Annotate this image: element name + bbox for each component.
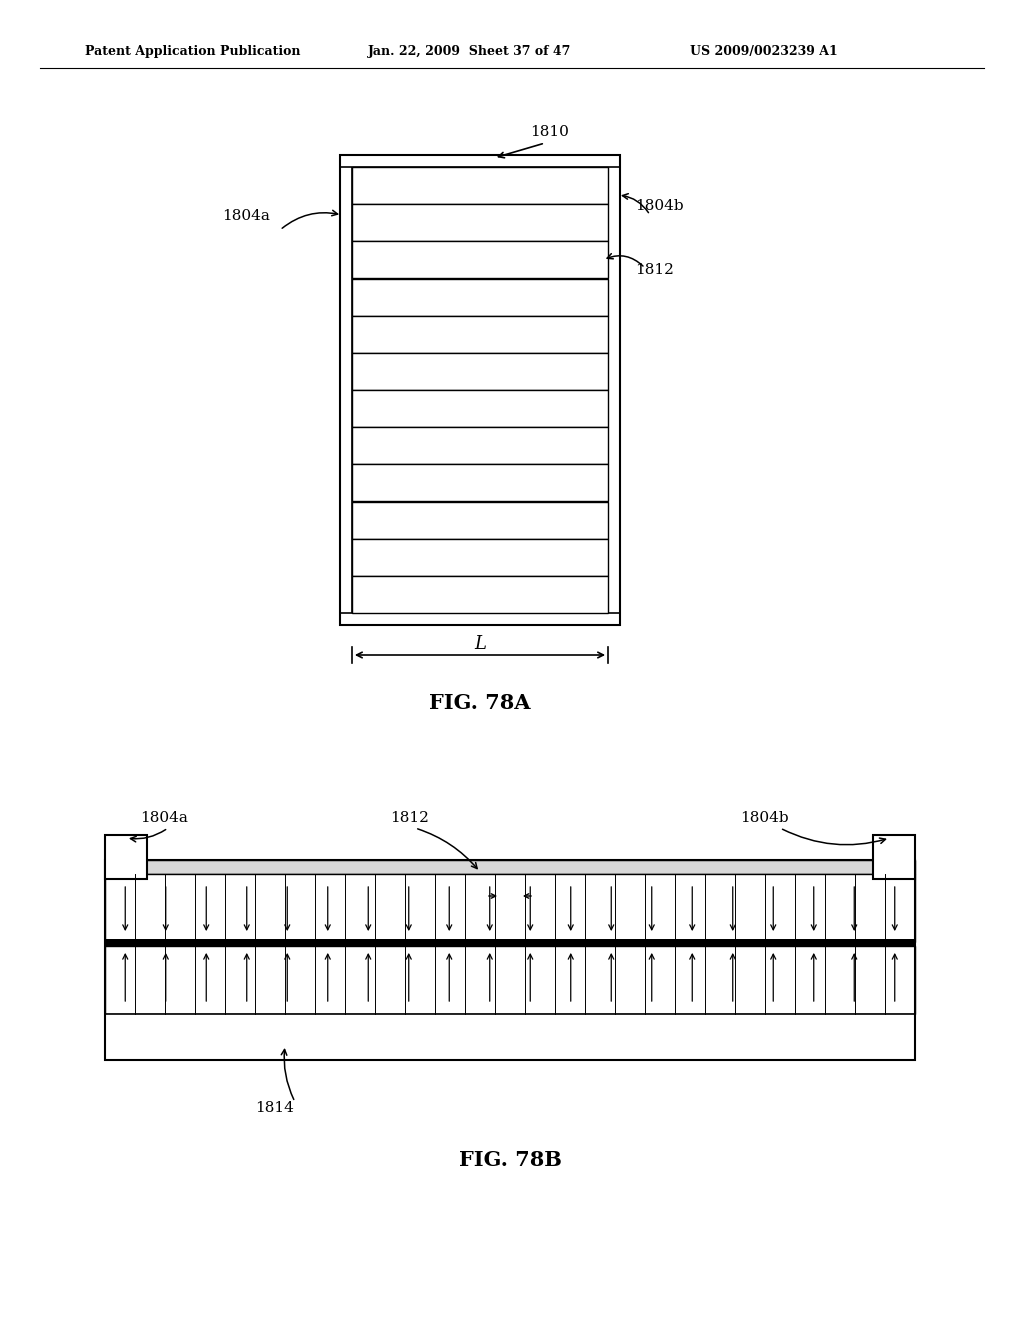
Bar xyxy=(340,154,620,168)
Text: 1812: 1812 xyxy=(390,810,429,825)
Bar xyxy=(340,154,620,624)
Text: 1814: 1814 xyxy=(255,1101,294,1115)
Bar xyxy=(340,612,620,624)
Bar xyxy=(352,242,608,279)
Text: 1810: 1810 xyxy=(530,125,569,139)
Bar xyxy=(105,861,915,874)
Bar xyxy=(340,154,352,624)
Bar xyxy=(352,315,608,352)
Bar xyxy=(105,836,147,879)
Bar xyxy=(352,205,608,242)
Bar xyxy=(873,836,915,879)
Text: Jan. 22, 2009  Sheet 37 of 47: Jan. 22, 2009 Sheet 37 of 47 xyxy=(368,45,571,58)
Bar xyxy=(105,1014,915,1060)
Text: US 2009/0023239 A1: US 2009/0023239 A1 xyxy=(690,45,838,58)
Bar xyxy=(352,502,608,539)
Text: FIG. 78B: FIG. 78B xyxy=(459,1150,561,1170)
Bar xyxy=(352,352,608,389)
Text: FIG. 78A: FIG. 78A xyxy=(429,693,530,713)
Bar xyxy=(608,154,620,624)
Text: 1812: 1812 xyxy=(635,263,674,277)
Bar xyxy=(105,946,915,1014)
Bar xyxy=(352,389,608,428)
Text: Patent Application Publication: Patent Application Publication xyxy=(85,45,300,58)
Text: 1804a: 1804a xyxy=(140,810,187,825)
Bar xyxy=(352,168,608,205)
Bar xyxy=(352,428,608,465)
Bar xyxy=(105,939,915,946)
Bar xyxy=(105,861,915,1060)
Bar xyxy=(352,576,608,612)
Text: 1804b: 1804b xyxy=(635,199,684,213)
Bar xyxy=(352,465,608,502)
Bar xyxy=(105,874,915,942)
Text: 1804a: 1804a xyxy=(222,209,270,223)
Bar xyxy=(352,539,608,576)
Text: 1804b: 1804b xyxy=(740,810,788,825)
Text: L: L xyxy=(474,635,486,653)
Bar xyxy=(352,279,608,315)
